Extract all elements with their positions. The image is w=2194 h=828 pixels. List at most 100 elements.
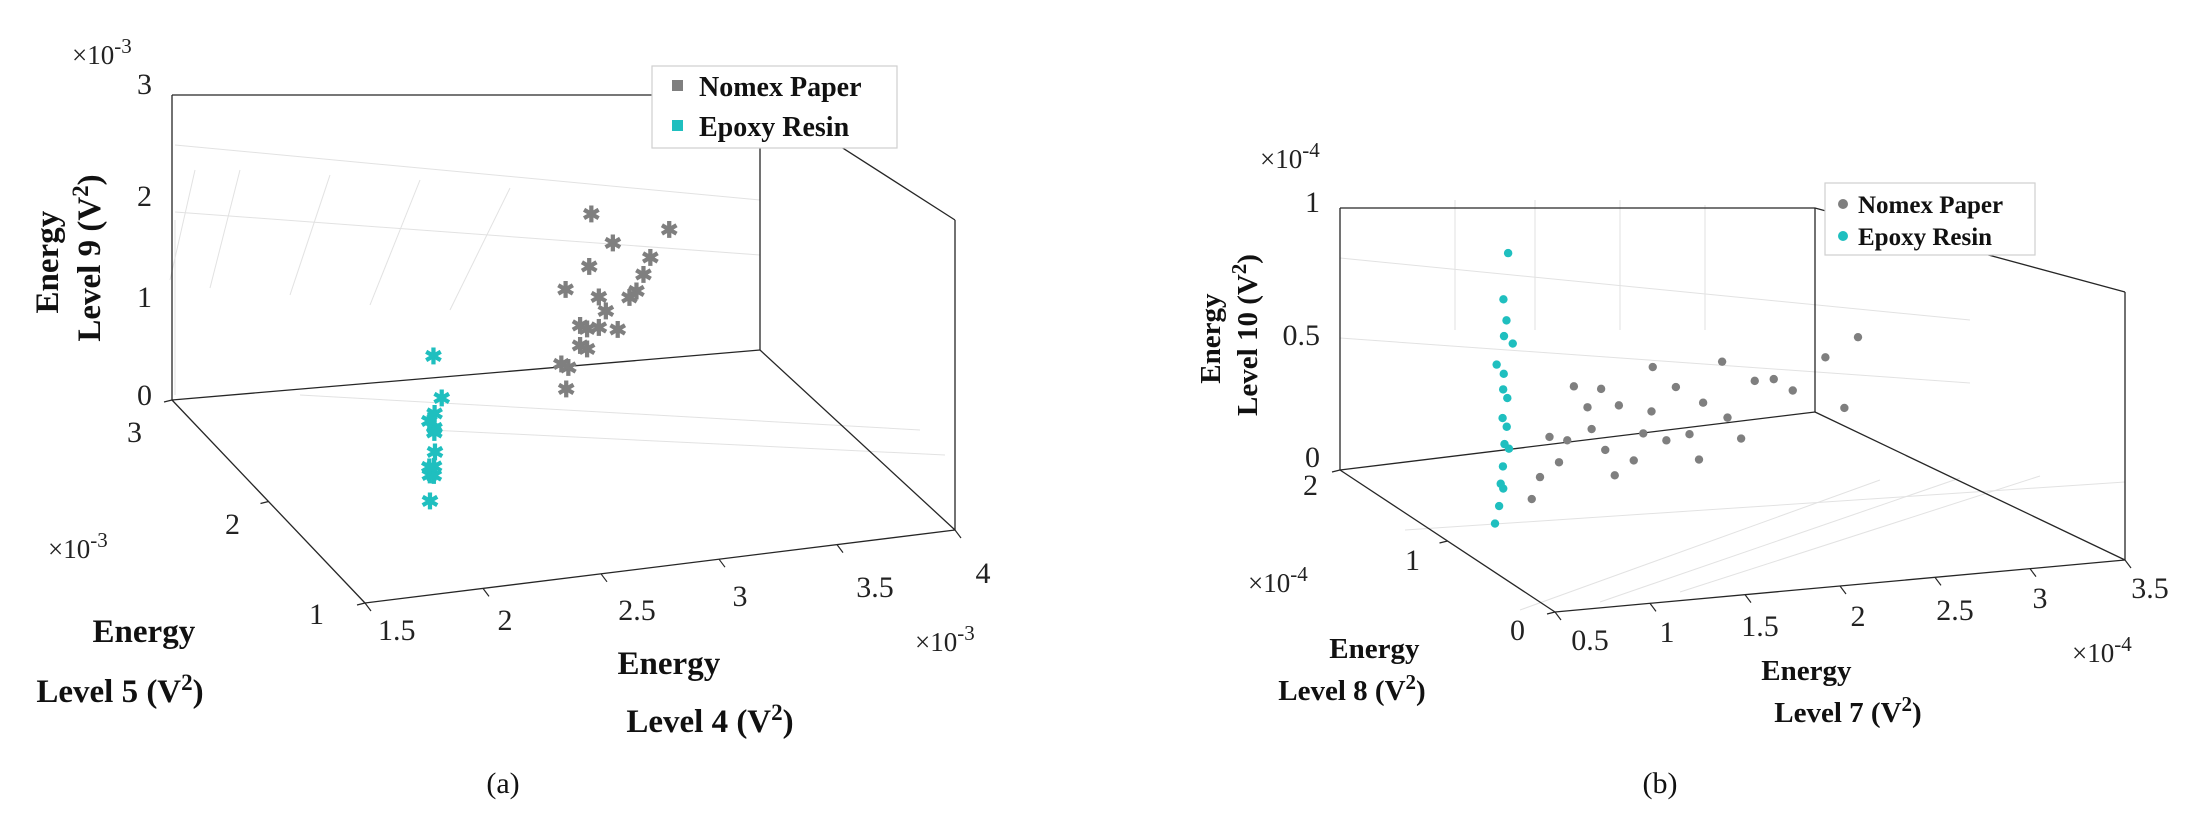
a-legend-marker-nomex (672, 80, 683, 91)
b-z-tick: 0.5 (1283, 319, 1321, 352)
a-legend-box (651, 65, 898, 149)
b-legend-epoxy: Epoxy Resin (1858, 224, 1992, 251)
a-point-nomex: ✱ (590, 315, 608, 340)
chart-a-grid (169, 144, 946, 456)
a-point-nomex: ✱ (620, 286, 638, 311)
a-point-epoxy: ✱ (425, 464, 443, 489)
b-point-nomex (1614, 401, 1624, 410)
a-point-nomex: ✱ (557, 377, 575, 402)
a-point-nomex: ✱ (556, 278, 574, 303)
a-point-nomex: ✱ (582, 202, 600, 227)
a-point-nomex: ✱ (578, 337, 596, 362)
b-point-epoxy (1498, 385, 1508, 394)
caption-b: (b) (1643, 767, 1678, 800)
b-x-tick-mark (1744, 594, 1752, 604)
b-z-tick: 1 (1305, 186, 1320, 219)
b-point-epoxy (1502, 422, 1511, 431)
b-point-nomex (1840, 403, 1849, 413)
b-point-nomex (1545, 432, 1554, 442)
a-x-tick: 3 (733, 580, 748, 613)
a-legend-epoxy: Epoxy Resin (699, 112, 850, 143)
caption-a: (a) (486, 767, 519, 800)
a-y-tick-mark (260, 500, 269, 505)
a-point-nomex: ✱ (627, 279, 645, 304)
a-point-epoxy: ✱ (425, 455, 443, 480)
b-point-epoxy (1490, 519, 1500, 528)
b-x-tick-mark (1649, 602, 1657, 612)
b-point-nomex (1563, 436, 1572, 445)
b-x-tick-mark (2029, 568, 2037, 578)
b-point-epoxy (1498, 462, 1508, 471)
a-legend-nomex: Nomex Paper (699, 72, 862, 103)
a-point-epoxy: ✱ (421, 489, 439, 514)
a-point-nomex: ✱ (660, 217, 678, 242)
b-z-label: Energy Level 10 (V2) (1195, 254, 1264, 416)
a-x-exponent: ×10-3 (915, 621, 975, 657)
a-point-nomex: ✱ (634, 262, 652, 287)
a-y-tick-mark (163, 399, 173, 403)
b-x-tick: 0.5 (1571, 624, 1609, 657)
b-point-epoxy (1499, 295, 1508, 304)
b-point-nomex (1694, 455, 1704, 464)
chart-b-y-tick-labels: 0 1 2 (1303, 469, 1525, 647)
b-point-nomex (1639, 429, 1648, 438)
b-point-nomex (1698, 398, 1708, 407)
b-x-tick: 3 (2033, 582, 2048, 615)
b-point-nomex (1554, 458, 1564, 467)
chart-a-z-tick-labels: 0 1 2 3 (137, 68, 152, 412)
b-point-nomex (1788, 386, 1797, 395)
chart-a-legend: Nomex Paper Epoxy Resin (651, 65, 898, 149)
chart-a-y-tick-labels: 1 2 3 (127, 416, 324, 631)
b-x-exponent: ×10-4 (2072, 632, 2132, 668)
chart-a-box (171, 94, 956, 604)
a-x-label: Energy Level 4 (V2) (618, 646, 794, 740)
a-z-tick: 3 (137, 68, 152, 101)
a-point-nomex: ✱ (604, 231, 622, 256)
a-x-tick-mark (482, 588, 490, 597)
b-z-tick: 0 (1305, 441, 1320, 474)
b-legend-box (1824, 182, 2036, 256)
b-point-nomex (1610, 471, 1619, 480)
chart-b-tick-marks (1331, 469, 2132, 621)
b-point-nomex (1769, 374, 1778, 384)
b-y-tick: 1 (1405, 544, 1420, 577)
a-y-tick: 2 (225, 508, 240, 541)
b-point-epoxy (1503, 393, 1512, 403)
b-point-nomex (1723, 413, 1732, 422)
b-point-epoxy (1508, 339, 1517, 348)
a-point-epoxy: ✱ (426, 440, 444, 465)
b-y-tick: 0 (1510, 614, 1525, 647)
a-point-epoxy: ✱ (433, 386, 451, 411)
a-x-tick-mark (836, 544, 844, 553)
a-point-epoxy: ✱ (425, 401, 443, 426)
b-y-exponent: ×10-4 (1248, 562, 1308, 598)
a-point-nomex: ✱ (590, 285, 608, 310)
a-z-exponent: ×10-3 (72, 34, 132, 70)
b-x-tick-mark (1934, 576, 1942, 586)
a-point-nomex: ✱ (571, 313, 589, 338)
chart-b: 0.5 1 1.5 2 2.5 3 3.5 0 1 2 0 0.5 1 ×10-… (1195, 138, 2169, 800)
b-point-nomex (1535, 472, 1545, 482)
chart-b-z-tick-labels: 0 0.5 1 (1283, 186, 1321, 474)
a-point-nomex: ✱ (559, 355, 577, 380)
b-x-tick: 2.5 (1936, 594, 1974, 627)
b-x-tick-mark (1839, 585, 1847, 595)
a-point-epoxy: ✱ (420, 409, 438, 434)
a-x-tick: 2 (498, 604, 513, 637)
b-point-nomex (1853, 332, 1863, 342)
a-z-label: Energy Level 9 (V2) (30, 174, 108, 341)
a-point-epoxy: ✱ (424, 344, 442, 369)
a-y-exponent: ×10-3 (48, 528, 108, 564)
a-x-tick: 2.5 (618, 594, 656, 627)
a-y-label: Energy Level 5 (V2) (36, 614, 203, 710)
b-point-epoxy (1499, 369, 1508, 379)
a-y-tick: 3 (127, 416, 142, 449)
chart-b-x-tick-labels: 0.5 1 1.5 2 2.5 3 3.5 (1571, 572, 2169, 657)
b-point-nomex (1821, 353, 1830, 362)
a-point-nomex: ✱ (580, 254, 598, 279)
b-y-label: Energy Level 8 (V2) (1278, 633, 1426, 707)
a-x-tick: 1.5 (378, 614, 416, 647)
b-point-epoxy (1492, 360, 1501, 369)
a-point-epoxy: ✱ (425, 421, 443, 446)
chart-a-x-tick-labels: 1.5 2 2.5 3 3.5 4 (378, 557, 991, 647)
